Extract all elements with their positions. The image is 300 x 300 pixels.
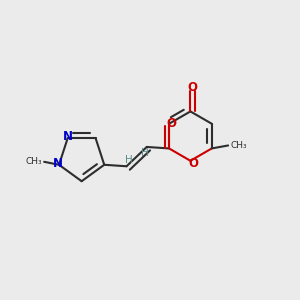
Text: N: N xyxy=(52,157,62,170)
Text: O: O xyxy=(188,157,198,169)
Text: H: H xyxy=(140,148,148,158)
Text: O: O xyxy=(167,117,176,130)
Text: O: O xyxy=(188,81,198,94)
Text: CH₃: CH₃ xyxy=(230,141,247,150)
Text: CH₃: CH₃ xyxy=(25,157,42,166)
Text: N: N xyxy=(63,130,73,143)
Text: H: H xyxy=(125,155,133,165)
